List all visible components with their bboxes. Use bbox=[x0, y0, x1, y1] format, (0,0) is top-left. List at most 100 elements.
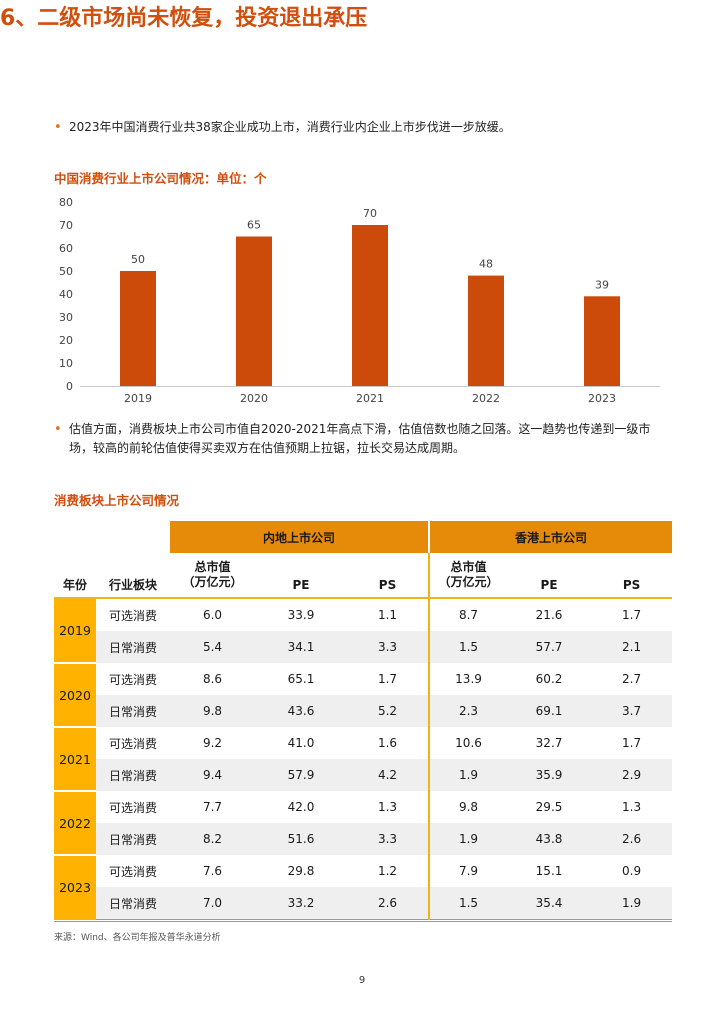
year-cell: 2019 bbox=[54, 598, 96, 664]
mainland-mcap-cell: 7.0 bbox=[170, 887, 255, 920]
table-row: 2022 可选消费 7.7 42.0 1.3 9.8 29.5 1.3 bbox=[54, 791, 672, 856]
x-tick-label: 2019 bbox=[124, 392, 152, 405]
hk-pe-cell: 21.6 bbox=[535, 608, 563, 622]
sector-cell: 可选消费 bbox=[108, 608, 157, 623]
col-header-mainland-ps: PS bbox=[347, 553, 431, 599]
hk-mcap-cell: 8.7 bbox=[458, 608, 479, 622]
hk-pe-cell: 43.8 bbox=[507, 823, 592, 855]
col-header-hk-pe: PE bbox=[507, 553, 592, 599]
mcap-label-line1: 总市值 bbox=[450, 560, 487, 574]
y-tick-label: 0 bbox=[66, 380, 73, 393]
mcap-label-line2: （万亿元） bbox=[438, 575, 499, 589]
bar-chart: 0 10 20 30 40 50 60 70 80 50 2019 65 2020 70 2021 48 202… bbox=[59, 196, 660, 405]
hk-mcap-cell: 1.5 bbox=[429, 631, 508, 663]
hk-ps-cell: 2.6 bbox=[591, 823, 673, 855]
mainland-mcap-cell: 7.6 bbox=[202, 864, 223, 878]
hk-ps-cell: 1.9 bbox=[591, 887, 673, 920]
bar bbox=[352, 225, 388, 386]
hk-pe-cell: 35.4 bbox=[507, 887, 592, 920]
hk-ps-cell: 3.7 bbox=[591, 695, 673, 727]
col-header-mainland-pe: PE bbox=[255, 553, 347, 599]
mainland-ps-cell: 1.3 bbox=[347, 791, 431, 823]
hk-ps-cell: 1.7 bbox=[622, 736, 642, 750]
hk-mcap-cell: 1.9 bbox=[429, 823, 508, 855]
table-row: 日常消费 8.2 51.6 3.3 1.9 43.8 2.6 bbox=[54, 823, 673, 855]
hk-mcap-cell: 13.9 bbox=[455, 672, 482, 686]
hk-mcap-cell: 2.3 bbox=[429, 695, 508, 727]
table-title: 消费板块上市公司情况 bbox=[54, 493, 180, 508]
valuation-table: 内地上市公司 香港上市公司 年份 行业板块 总市值 （万亿元） PE PS 总市值… bbox=[54, 521, 673, 920]
y-tick-label: 60 bbox=[59, 242, 73, 255]
data-label: 48 bbox=[479, 258, 493, 271]
hk-pe-cell: 57.7 bbox=[507, 631, 592, 663]
mainland-pe-cell: 57.9 bbox=[255, 759, 347, 791]
hk-pe-cell: 69.1 bbox=[507, 695, 592, 727]
mainland-mcap-cell: 9.8 bbox=[170, 695, 255, 727]
mainland-mcap-cell: 5.4 bbox=[170, 631, 255, 663]
group-header-hk: 香港上市公司 bbox=[429, 521, 673, 553]
hk-ps-cell: 2.9 bbox=[591, 759, 673, 791]
year-cell: 2021 bbox=[54, 727, 96, 792]
sector-cell: 日常消费 bbox=[96, 823, 170, 855]
mainland-pe-cell: 33.2 bbox=[255, 887, 347, 920]
y-tick-label: 30 bbox=[59, 311, 73, 324]
mainland-pe-cell: 43.6 bbox=[255, 695, 347, 727]
x-tick-label: 2021 bbox=[356, 392, 384, 405]
table-group-header-row: 内地上市公司 香港上市公司 bbox=[54, 521, 673, 553]
hk-pe-cell: 35.9 bbox=[507, 759, 592, 791]
col-header-mainland-mcap: 总市值 （万亿元） bbox=[170, 553, 255, 599]
data-label: 70 bbox=[363, 207, 377, 220]
header-blank-cell bbox=[54, 521, 170, 553]
mainland-mcap-cell: 6.0 bbox=[202, 608, 223, 622]
sector-cell: 日常消费 bbox=[96, 887, 170, 920]
y-tick-label: 80 bbox=[59, 196, 73, 209]
y-tick-label: 70 bbox=[59, 219, 73, 232]
mainland-mcap-cell: 8.2 bbox=[170, 823, 255, 855]
table-row: 2020 可选消费 8.6 65.1 1.7 13.9 60.2 2.7 bbox=[54, 663, 672, 728]
bar bbox=[120, 271, 156, 386]
mcap-label-line1: 总市值 bbox=[194, 560, 231, 574]
bullet-dot-icon: • bbox=[54, 422, 62, 437]
year-cell: 2022 bbox=[54, 791, 96, 856]
mainland-ps-cell: 3.3 bbox=[347, 631, 431, 663]
table-row: 日常消费 7.0 33.2 2.6 1.5 35.4 1.9 bbox=[54, 887, 673, 920]
hk-mcap-cell: 9.8 bbox=[458, 800, 479, 814]
data-label: 39 bbox=[595, 278, 609, 291]
hk-mcap-cell: 7.9 bbox=[458, 864, 479, 878]
mainland-ps-cell: 5.2 bbox=[347, 695, 431, 727]
hk-pe-cell: 29.5 bbox=[535, 800, 563, 814]
sector-cell: 日常消费 bbox=[96, 631, 170, 663]
col-header-hk-ps: PS bbox=[591, 553, 673, 599]
mainland-ps-cell: 3.3 bbox=[347, 823, 431, 855]
sector-cell: 可选消费 bbox=[108, 736, 157, 751]
hk-ps-cell: 1.7 bbox=[622, 608, 642, 622]
source-note: 来源：Wind、各公司年报及普华永道分析 bbox=[54, 933, 221, 943]
mainland-pe-cell: 51.6 bbox=[255, 823, 347, 855]
mainland-pe-cell: 42.0 bbox=[287, 800, 315, 814]
bar bbox=[236, 236, 272, 386]
hk-ps-cell: 2.1 bbox=[591, 631, 673, 663]
mainland-pe-cell: 33.9 bbox=[287, 608, 315, 622]
mainland-pe-cell: 41.0 bbox=[287, 736, 315, 750]
table-column-header-row: 年份 行业板块 总市值 （万亿元） PE PS 总市值 （万亿元） PE PS bbox=[54, 553, 673, 599]
bullet-paragraph-2: • 估值方面，消费板块上市公司市值自2020-2021年高点下滑，估值倍数也随之… bbox=[54, 420, 674, 458]
table-row: 2019 可选消费 6.0 33.9 1.1 8.7 21.6 1.7 bbox=[54, 598, 672, 664]
mainland-pe-cell: 65.1 bbox=[287, 672, 315, 686]
year-cell: 2023 bbox=[54, 855, 96, 920]
mainland-mcap-cell: 9.2 bbox=[202, 736, 223, 750]
hk-mcap-cell: 10.6 bbox=[455, 736, 482, 750]
data-label: 65 bbox=[247, 219, 261, 232]
hk-ps-cell: 1.3 bbox=[622, 800, 642, 814]
mainland-ps-cell: 1.6 bbox=[347, 727, 431, 759]
table-row: 日常消费 5.4 34.1 3.3 1.5 57.7 2.1 bbox=[54, 631, 673, 663]
mainland-ps-cell: 1.1 bbox=[347, 598, 431, 631]
x-tick-label: 2023 bbox=[588, 392, 616, 405]
table-row: 2021 可选消费 9.2 41.0 1.6 10.6 32.7 1.7 bbox=[54, 727, 672, 792]
hk-ps-cell: 0.9 bbox=[622, 864, 642, 878]
mainland-pe-cell: 29.8 bbox=[287, 864, 315, 878]
bullet-dot-icon: • bbox=[54, 120, 62, 135]
mainland-ps-cell: 1.7 bbox=[347, 663, 431, 695]
page-title: 6、二级市场尚未恢复，投资退出承压 bbox=[0, 6, 368, 31]
y-tick-label: 50 bbox=[59, 265, 73, 278]
bar bbox=[468, 275, 504, 386]
